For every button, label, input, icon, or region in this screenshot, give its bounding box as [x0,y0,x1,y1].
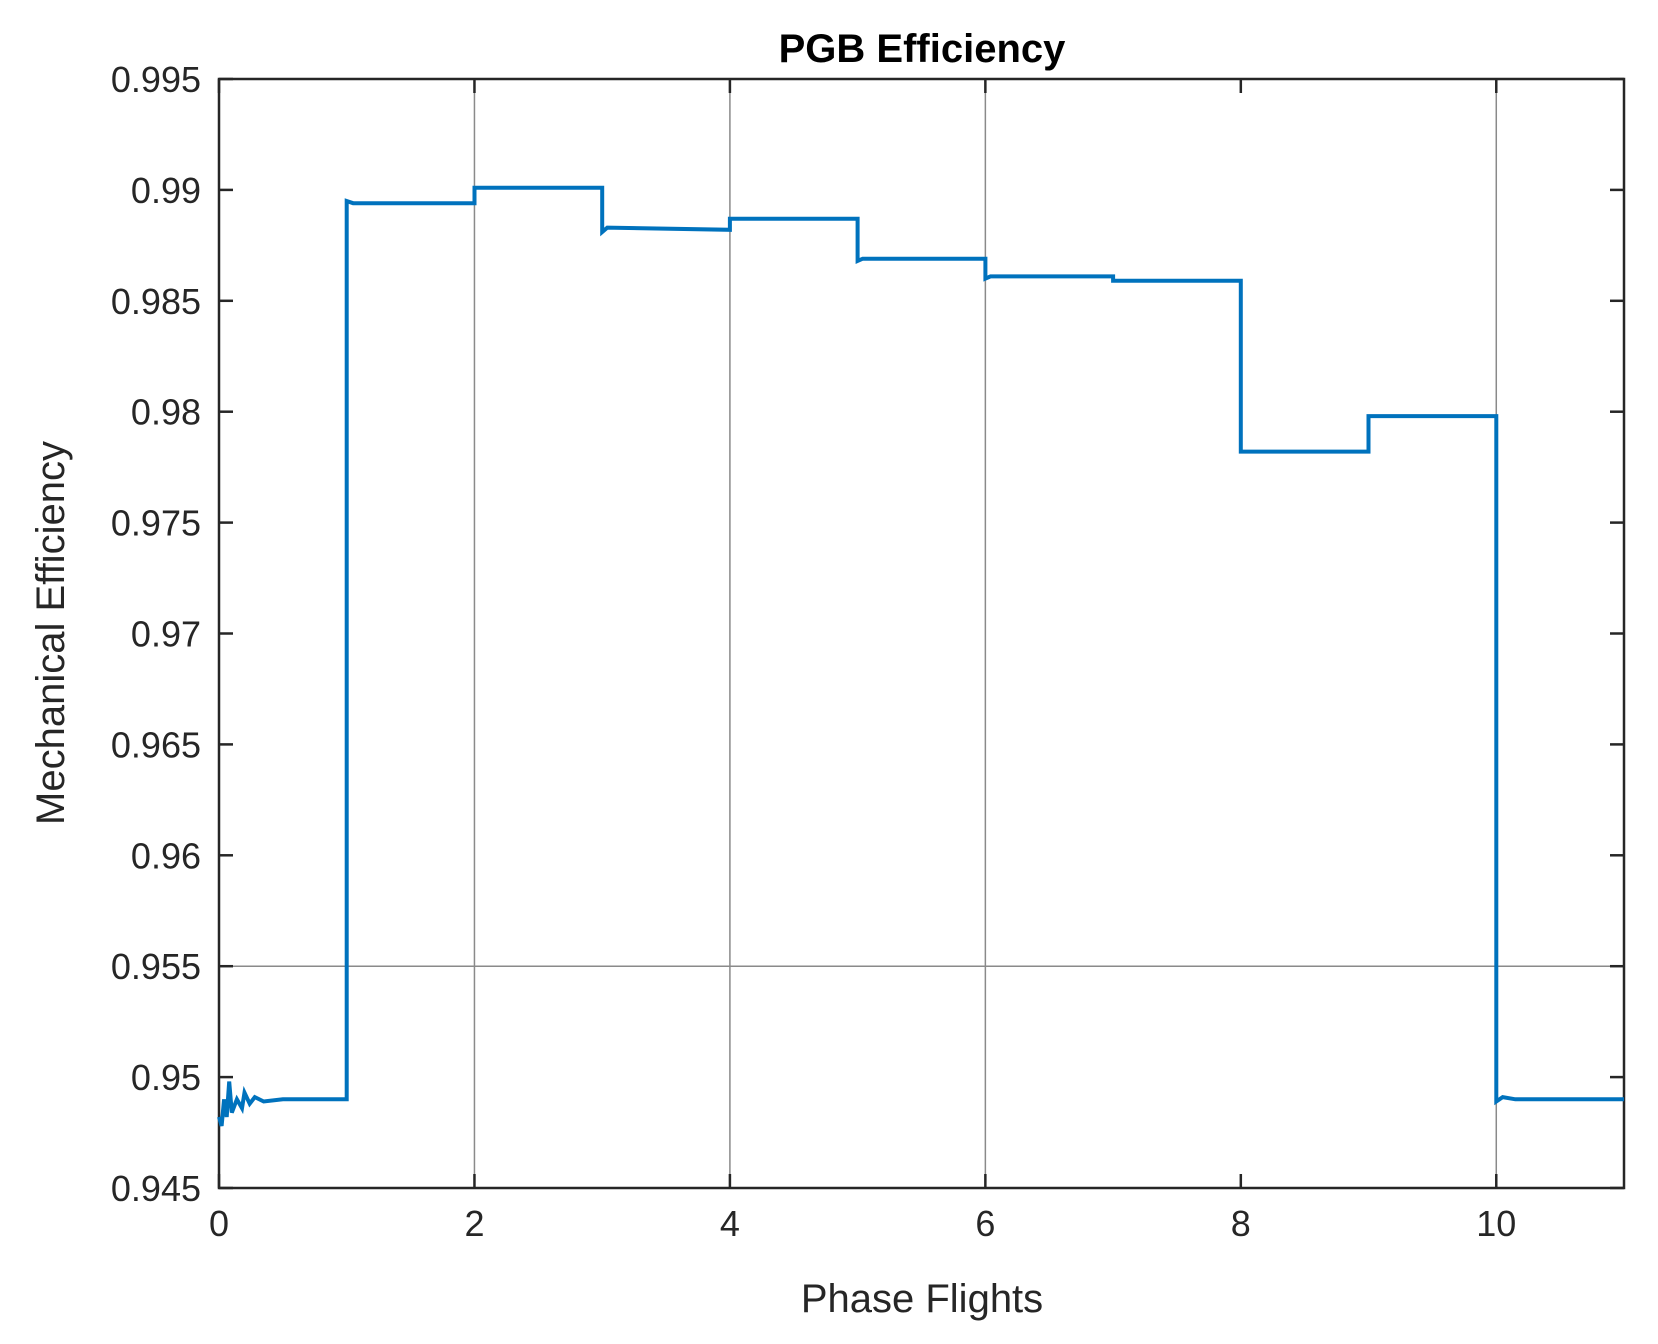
y-tick-label: 0.96 [131,835,201,876]
y-axis-label: Mechanical Efficiency [29,441,73,825]
y-tick-label: 0.955 [111,946,201,987]
y-tick-label: 0.975 [111,503,201,544]
y-tick-label: 0.95 [131,1057,201,1098]
x-tick-label: 2 [464,1203,484,1244]
y-tick-label: 0.98 [131,392,201,433]
y-tick-label: 0.985 [111,281,201,322]
y-tick-label: 0.945 [111,1168,201,1209]
x-tick-label: 8 [1231,1203,1251,1244]
x-axis-label: Phase Flights [801,1277,1043,1321]
chart-title: PGB Efficiency [779,27,1067,71]
grid-lines [219,79,1624,1188]
axis-ticks: 0 2 4 6 8 10 0.945 0.95 0.955 0.96 0.965 0.97 0.975 0… [111,59,1624,1244]
y-tick-label: 0.995 [111,59,201,100]
efficiency-line [217,185,1624,1127]
plot-frame [217,77,1626,1190]
y-tick-label: 0.99 [131,170,201,211]
x-tick-label: 6 [975,1203,995,1244]
x-tick-label: 10 [1476,1203,1516,1244]
y-tick-label: 0.97 [131,614,201,655]
x-tick-label: 4 [720,1203,740,1244]
x-tick-label: 0 [209,1203,229,1244]
y-tick-label: 0.965 [111,724,201,765]
